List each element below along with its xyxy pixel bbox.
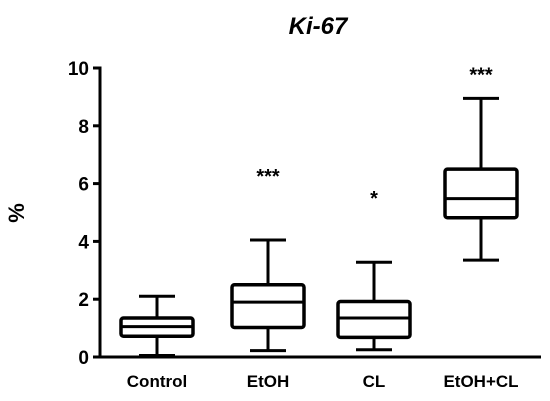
chart-title: Ki-67 <box>289 13 349 40</box>
x-category-labels: Control EtOH CL EtOH+CL <box>127 372 519 391</box>
x-category-label: Control <box>127 372 187 391</box>
significance-label: * <box>370 188 378 210</box>
box-etoh-cl: *** <box>443 64 519 262</box>
y-tick-label: 4 <box>78 232 89 253</box>
y-tick-label: 10 <box>68 59 89 80</box>
box-cl: * <box>336 188 412 352</box>
y-tick-label: 8 <box>78 117 89 138</box>
x-category-label: CL <box>363 372 386 391</box>
y-tick-label: 2 <box>78 290 89 311</box>
significance-label: *** <box>469 64 493 86</box>
iqr-box <box>230 283 306 330</box>
iqr-box <box>443 167 519 220</box>
y-tick-label: 6 <box>78 175 89 196</box>
y-tick-label: 0 <box>78 348 89 369</box>
x-category-label: EtOH <box>247 372 290 391</box>
box-etoh: *** <box>230 166 306 353</box>
boxes: ******* <box>119 64 519 358</box>
x-category-label: EtOH+CL <box>443 372 518 391</box>
y-axis-label: % <box>4 203 29 223</box>
significance-label: *** <box>256 166 280 188</box>
box-control <box>119 294 195 358</box>
y-ticks: 0 2 4 6 8 10 <box>68 59 100 369</box>
